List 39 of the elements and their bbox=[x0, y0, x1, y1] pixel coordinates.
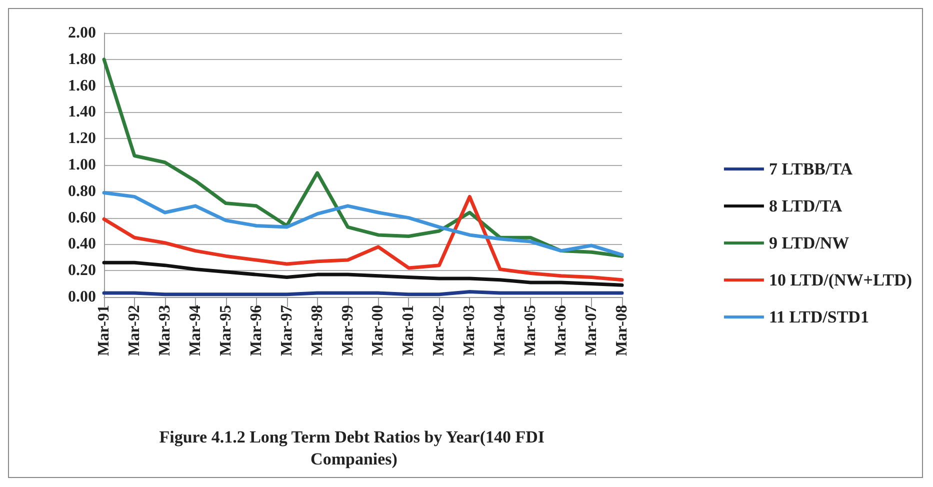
legend-label: 8 LTD/TA bbox=[768, 196, 843, 216]
y-tick-label: 0.00 bbox=[68, 288, 96, 306]
x-tick-label: Mar-92 bbox=[126, 305, 143, 356]
line-series bbox=[102, 194, 624, 282]
text: Figure 4.1.2 Long Term Debt Ratios by Year(140 FDI Companies) bbox=[159, 428, 549, 468]
line-series bbox=[102, 260, 624, 287]
x-tick-label: Mar-95 bbox=[217, 305, 234, 356]
line-series bbox=[102, 58, 624, 258]
x-tick-label: Mar-96 bbox=[248, 305, 265, 356]
y-tick-label: 1.60 bbox=[68, 77, 96, 94]
y-tick-label: 1.20 bbox=[68, 130, 96, 148]
legend-label: 7 LTBB/TA bbox=[768, 160, 854, 178]
x-tick-label: Mar-08 bbox=[614, 305, 630, 356]
x-tick-label: Mar-98 bbox=[308, 305, 326, 356]
legend-label: 10 LTD/(NW+LTD) bbox=[768, 270, 912, 290]
x-tick-label: Mar-91 bbox=[96, 305, 112, 356]
legend-label: 9 LTD/NW bbox=[768, 234, 850, 252]
y-tick-label: 1.00 bbox=[68, 156, 96, 174]
y-tick-label: 0.20 bbox=[68, 262, 96, 280]
x-tick-label: Mar-99 bbox=[339, 305, 356, 356]
x-tick-label: Mar-07 bbox=[583, 305, 600, 356]
y-tick-label: 1.80 bbox=[68, 50, 96, 68]
x-tick-label: Mar-93 bbox=[156, 305, 174, 356]
x-tick-label: Mar-05 bbox=[522, 305, 540, 356]
y-tick-label: 1.40 bbox=[68, 104, 96, 121]
x-tick-label: Mar-02 bbox=[430, 305, 448, 356]
x-tick-label: Mar-00 bbox=[370, 305, 387, 356]
line-series bbox=[102, 190, 624, 257]
y-tick-label: 2.00 bbox=[68, 24, 96, 42]
y-tick-label: 0.80 bbox=[68, 182, 96, 200]
x-tick-label: Mar-94 bbox=[186, 305, 204, 356]
x-tick-label: Mar-04 bbox=[492, 305, 509, 356]
x-tick-label: Mar-01 bbox=[400, 305, 418, 356]
legend-label: 11 LTD/STD1 bbox=[768, 308, 869, 326]
x-tick-label: Mar-97 bbox=[278, 305, 296, 356]
x-tick-label: Mar-03 bbox=[461, 305, 478, 356]
y-tick-label: 0.40 bbox=[68, 236, 96, 253]
y-tick-label: 0.60 bbox=[68, 209, 96, 226]
x-tick-label: Mar-06 bbox=[552, 305, 570, 356]
